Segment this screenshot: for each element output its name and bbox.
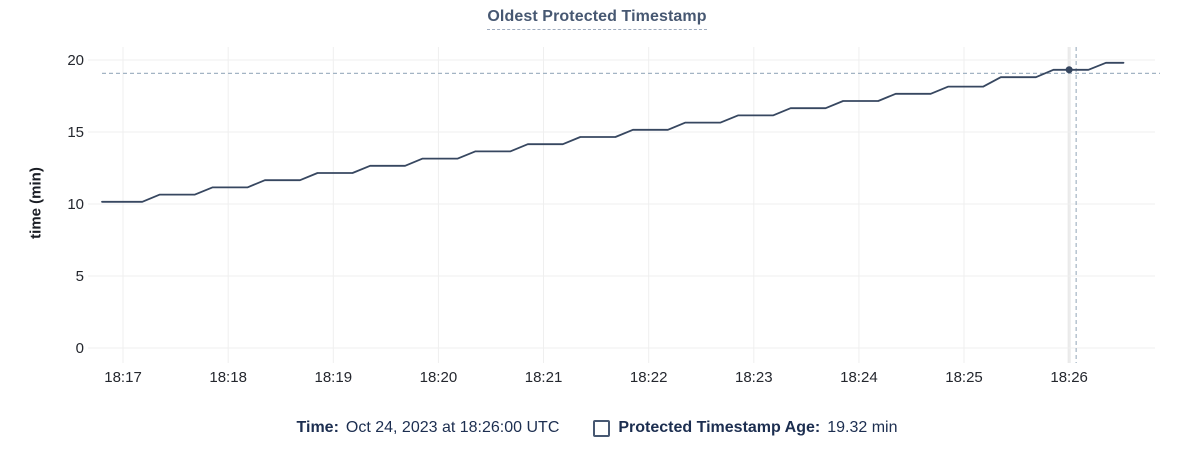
chart-title[interactable]: Oldest Protected Timestamp	[487, 8, 707, 30]
hover-dot	[1065, 66, 1073, 74]
x-tick-label: 18:20	[420, 369, 458, 386]
legend-series-toggle[interactable]: Protected Timestamp Age: 19.32 min	[593, 419, 897, 437]
x-tick-label: 18:17	[104, 369, 142, 386]
chart-title-row: Oldest Protected Timestamp	[0, 8, 1194, 30]
legend-time: Time: Oct 24, 2023 at 18:26:00 UTC	[297, 419, 560, 437]
x-tick-label: 18:18	[209, 369, 247, 386]
x-tick-label: 18:23	[735, 369, 773, 386]
legend-time-label: Time:	[296, 419, 339, 436]
y-tick-label: 0	[76, 340, 84, 357]
legend-series-value: 19.32 min	[827, 419, 898, 436]
x-tick-label: 18:22	[630, 369, 668, 386]
x-tick-label: 18:19	[315, 369, 353, 386]
x-tick-label: 18:25	[945, 369, 983, 386]
chart-legend: Time: Oct 24, 2023 at 18:26:00 UTC Prote…	[0, 419, 1194, 437]
legend-series-label: Protected Timestamp Age:	[618, 419, 821, 436]
y-tick-label: 15	[67, 124, 84, 141]
series-line	[101, 61, 1125, 203]
legend-checkbox-icon[interactable]	[593, 419, 611, 437]
chart-plot-area[interactable]: 0 5 10 15 20 18:17 18:18 18:19 18:20 18:21 18:22 18…	[0, 0, 1194, 412]
y-tick-label: 10	[67, 196, 84, 213]
x-tick-label: 18:26	[1050, 369, 1088, 386]
x-tick-label: 18:24	[840, 369, 878, 386]
y-tick-label: 20	[67, 52, 84, 69]
x-tick-label: 18:21	[525, 369, 563, 386]
legend-time-value: Oct 24, 2023 at 18:26:00 UTC	[345, 419, 560, 436]
y-tick-label: 5	[76, 268, 84, 285]
